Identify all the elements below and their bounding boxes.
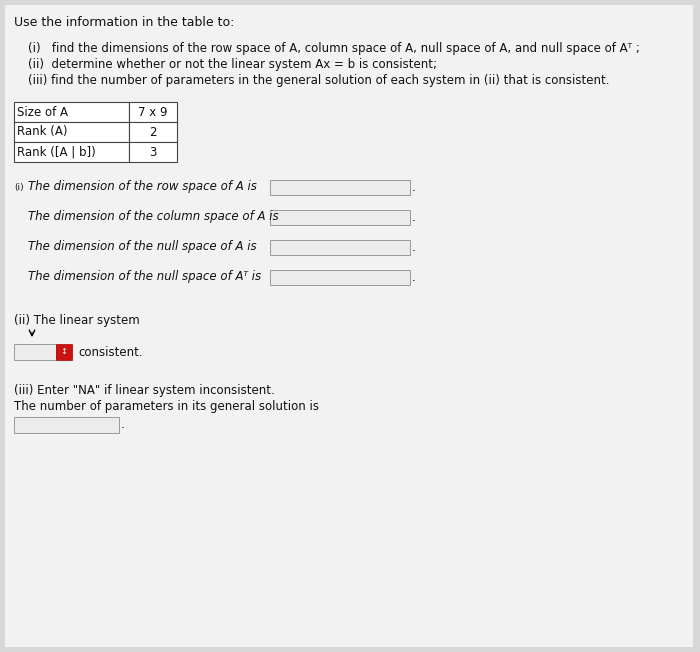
Bar xyxy=(270,210,410,225)
Bar xyxy=(14,122,129,142)
Text: The dimension of the row space of A is: The dimension of the row space of A is xyxy=(28,180,257,193)
Text: Rank (A): Rank (A) xyxy=(17,125,67,138)
Bar xyxy=(129,102,177,122)
Text: 3: 3 xyxy=(149,145,157,158)
Text: The dimension of the null space of A is: The dimension of the null space of A is xyxy=(28,240,257,253)
Bar xyxy=(14,344,56,360)
Text: (i)   find the dimensions of the row space of A, column space of A, null space o: (i) find the dimensions of the row space… xyxy=(28,42,640,55)
Text: .: . xyxy=(412,241,416,254)
Text: Use the information in the table to:: Use the information in the table to: xyxy=(14,16,234,29)
Text: (ii) The linear system: (ii) The linear system xyxy=(14,314,140,327)
Bar xyxy=(14,417,119,433)
Text: ↕: ↕ xyxy=(60,348,67,357)
Bar xyxy=(14,142,129,162)
Bar xyxy=(270,240,410,255)
Text: .: . xyxy=(412,271,416,284)
Bar xyxy=(56,344,72,360)
Bar xyxy=(129,142,177,162)
Text: .: . xyxy=(412,211,416,224)
Text: (ii)  determine whether or not the linear system Ax = b is consistent;: (ii) determine whether or not the linear… xyxy=(28,58,437,71)
Text: consistent.: consistent. xyxy=(78,346,143,359)
Text: 2: 2 xyxy=(149,125,157,138)
Text: .: . xyxy=(121,419,125,432)
Text: Size of A: Size of A xyxy=(17,106,68,119)
Text: (iii) Enter "NA" if linear system inconsistent.: (iii) Enter "NA" if linear system incons… xyxy=(14,384,274,397)
Text: 7 x 9: 7 x 9 xyxy=(139,106,168,119)
Text: The number of parameters in its general solution is: The number of parameters in its general … xyxy=(14,400,319,413)
Bar xyxy=(270,270,410,285)
Text: Rank ([A | b]): Rank ([A | b]) xyxy=(17,145,96,158)
Text: (i): (i) xyxy=(14,183,24,192)
Bar xyxy=(129,122,177,142)
Text: The dimension of the column space of A is: The dimension of the column space of A i… xyxy=(28,210,279,223)
Text: .: . xyxy=(412,181,416,194)
Text: (iii) find the number of parameters in the general solution of each system in (i: (iii) find the number of parameters in t… xyxy=(28,74,610,87)
Bar xyxy=(14,102,129,122)
Bar xyxy=(270,180,410,195)
Text: The dimension of the null space of Aᵀ is: The dimension of the null space of Aᵀ is xyxy=(28,270,261,283)
